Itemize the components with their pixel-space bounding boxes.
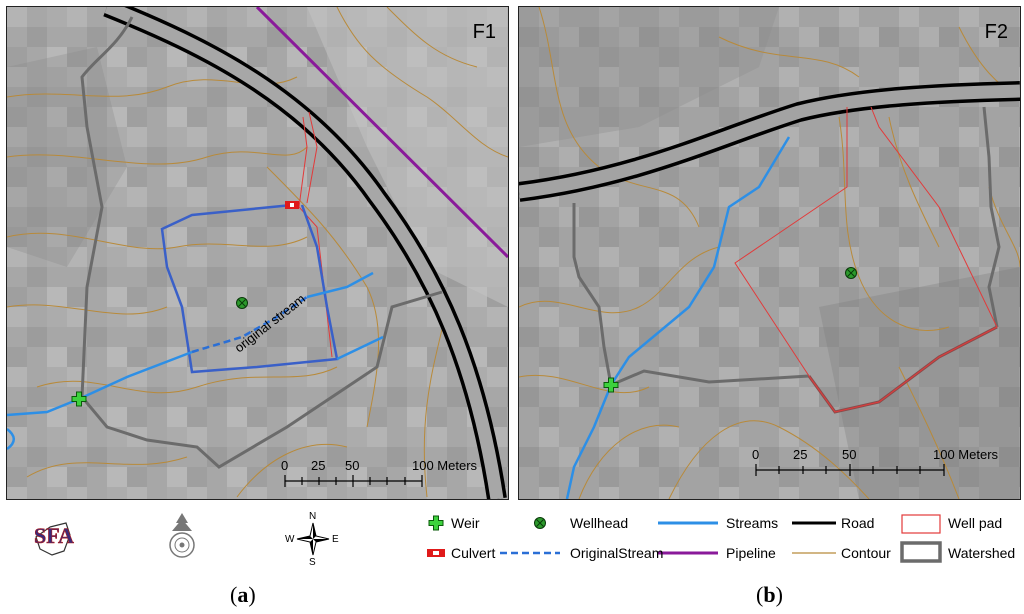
legend-watershed-label: Watershed xyxy=(948,545,1016,561)
north-arrow-icon xyxy=(296,522,330,556)
scale-tick-25: 25 xyxy=(311,458,326,473)
road-line xyxy=(519,81,1020,202)
legend-well-pad-symbol xyxy=(901,514,941,534)
panel-label-f1: F1 xyxy=(472,21,496,43)
scale-tick-50: 50 xyxy=(345,458,360,473)
legend-pipeline-label: Pipeline xyxy=(726,545,776,561)
map-panel-f2: F2 0 25 50 100 Meters xyxy=(518,6,1021,500)
original-stream-dashed xyxy=(191,295,308,354)
legend-contour-label: Contour xyxy=(841,545,891,561)
compass-south-label: S xyxy=(309,557,316,568)
legend-culvert-symbol xyxy=(427,549,445,557)
terrain-shadow xyxy=(7,47,127,267)
terrain-shadow xyxy=(819,267,1020,499)
legend-weir-symbol xyxy=(428,515,444,531)
caption-a: (a) xyxy=(230,582,256,607)
contour-lines xyxy=(519,7,1020,499)
legend-culvert-label: Culvert xyxy=(451,545,496,561)
caption-b: (b) xyxy=(756,582,783,607)
contour-lines xyxy=(7,7,508,498)
compass-north-label: N xyxy=(309,511,317,522)
legend-well-pad-label: Well pad xyxy=(948,515,1003,531)
sfa-logo-icon: SFA xyxy=(34,522,74,556)
scale-tick-0: 0 xyxy=(281,458,289,473)
compass-east-label: E xyxy=(332,534,339,545)
legend-weir-label: Weir xyxy=(451,515,480,531)
road-line xyxy=(103,7,507,499)
scale-tick-0: 0 xyxy=(752,447,760,462)
stream-line xyxy=(565,136,791,499)
original-stream-loop xyxy=(160,203,339,374)
pipeline-line xyxy=(255,7,508,259)
compass-west-label: W xyxy=(285,534,295,545)
panel-label-f2: F2 xyxy=(984,21,1008,43)
culvert-marker xyxy=(285,201,299,209)
svg-text:SFA: SFA xyxy=(34,523,74,548)
legend-wellhead-label: Wellhead xyxy=(570,515,629,531)
well-pad-outline xyxy=(734,106,998,413)
legend-streams-label: Streams xyxy=(726,515,779,531)
weir-marker xyxy=(71,391,87,407)
weir-marker xyxy=(603,377,619,393)
wellhead-marker xyxy=(845,267,857,279)
scale-tick-100: 100 Meters xyxy=(412,458,478,473)
scale-tick-25: 25 xyxy=(793,447,808,462)
map-f1-canvas: original stream xyxy=(7,7,508,499)
scale-bar-f1 xyxy=(284,475,423,487)
legend-graphics: SFA xyxy=(34,513,942,563)
scale-tick-50: 50 xyxy=(842,447,857,462)
forestry-seal-icon xyxy=(169,513,195,558)
wellhead-marker xyxy=(236,297,248,309)
watershed-boundary xyxy=(80,16,443,469)
scale-bar-f2 xyxy=(755,464,945,476)
scale-tick-100: 100 Meters xyxy=(933,447,999,462)
legend-original-stream-label: OriginalStream xyxy=(570,545,664,561)
legend-road-label: Road xyxy=(841,515,875,531)
map-panel-f1: original stream F1 0 2 xyxy=(6,6,509,500)
legend-wellhead-symbol xyxy=(534,517,546,529)
terrain-shadow xyxy=(519,7,779,147)
legend-watershed-symbol xyxy=(900,541,942,563)
map-f2-canvas xyxy=(519,7,1020,499)
